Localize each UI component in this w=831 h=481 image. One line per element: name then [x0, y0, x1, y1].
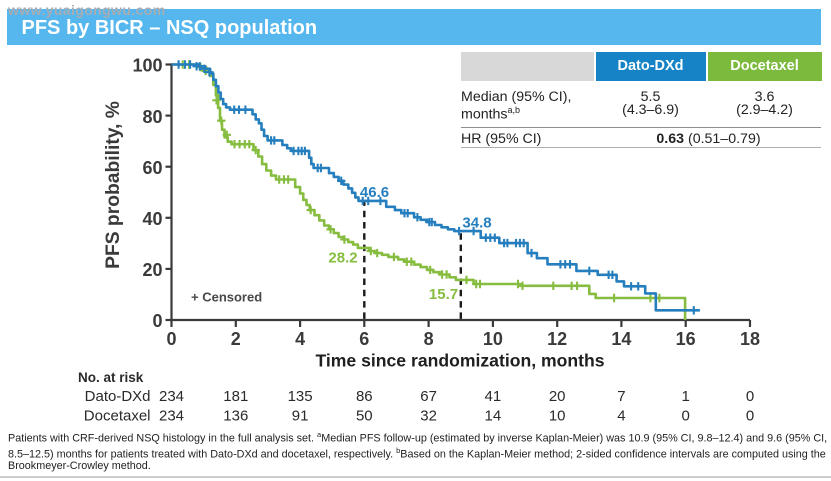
- svg-text:PFS probability, %: PFS probability, %: [103, 101, 124, 269]
- svg-text:10: 10: [549, 408, 566, 425]
- svg-text:0: 0: [746, 408, 754, 425]
- svg-text:234: 234: [159, 388, 184, 405]
- svg-text:234: 234: [159, 408, 184, 425]
- svg-text:86: 86: [356, 388, 373, 405]
- svg-text:34.8: 34.8: [462, 215, 491, 232]
- svg-text:46.6: 46.6: [360, 184, 389, 201]
- svg-text:32: 32: [420, 408, 437, 425]
- svg-text:0: 0: [166, 329, 176, 349]
- svg-text:0: 0: [152, 311, 162, 331]
- svg-text:0: 0: [682, 408, 690, 425]
- svg-text:16: 16: [676, 329, 696, 349]
- svg-text:28.2: 28.2: [328, 250, 357, 267]
- svg-text:10: 10: [483, 329, 503, 349]
- svg-text:8: 8: [424, 329, 434, 349]
- svg-text:41: 41: [485, 388, 502, 405]
- svg-text:60: 60: [142, 158, 162, 178]
- svg-text:Docetaxel: Docetaxel: [84, 408, 151, 425]
- svg-text:50: 50: [356, 408, 373, 425]
- svg-text:6: 6: [359, 329, 369, 349]
- svg-text:14: 14: [485, 408, 502, 425]
- svg-text:Dato-DXd: Dato-DXd: [85, 388, 151, 405]
- svg-text:181: 181: [223, 388, 248, 405]
- svg-text:91: 91: [292, 408, 309, 425]
- svg-text:7: 7: [617, 388, 625, 405]
- svg-text:20: 20: [549, 388, 566, 405]
- svg-text:12: 12: [547, 329, 567, 349]
- svg-text:+ Censored: + Censored: [191, 290, 262, 305]
- svg-text:136: 136: [223, 408, 248, 425]
- svg-text:Time since randomization, mont: Time since randomization, months: [315, 351, 604, 371]
- svg-text:4: 4: [295, 329, 305, 349]
- svg-text:80: 80: [142, 107, 162, 127]
- svg-text:0: 0: [746, 388, 754, 405]
- svg-text:15.7: 15.7: [429, 286, 458, 303]
- svg-text:100: 100: [132, 56, 162, 76]
- svg-text:1: 1: [682, 388, 690, 405]
- svg-text:18: 18: [740, 329, 760, 349]
- svg-text:No. at risk: No. at risk: [78, 370, 144, 385]
- svg-text:20: 20: [142, 260, 162, 280]
- svg-text:67: 67: [420, 388, 437, 405]
- svg-text:40: 40: [142, 209, 162, 229]
- svg-text:2: 2: [231, 329, 241, 349]
- svg-text:135: 135: [288, 388, 313, 405]
- svg-text:4: 4: [617, 408, 625, 425]
- svg-text:14: 14: [611, 329, 631, 349]
